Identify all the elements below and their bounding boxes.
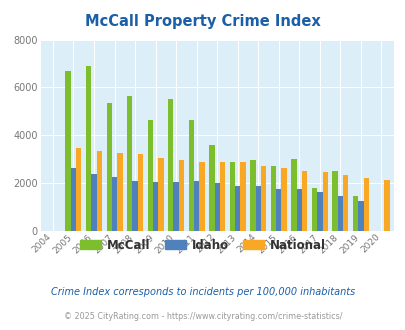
Bar: [270, 166, 275, 231]
Bar: [214, 183, 220, 231]
Bar: [220, 162, 225, 231]
Bar: [132, 181, 137, 231]
Bar: [291, 159, 296, 231]
Bar: [281, 168, 286, 231]
Bar: [153, 182, 158, 231]
Bar: [91, 174, 96, 231]
Bar: [173, 182, 178, 231]
Bar: [342, 175, 347, 231]
Bar: [301, 171, 307, 231]
Bar: [249, 160, 255, 231]
Bar: [76, 148, 81, 231]
Bar: [70, 168, 76, 231]
Bar: [255, 185, 260, 231]
Bar: [234, 185, 240, 231]
Bar: [65, 71, 70, 231]
Bar: [240, 162, 245, 231]
Bar: [147, 120, 153, 231]
Bar: [357, 201, 363, 231]
Bar: [332, 171, 337, 231]
Bar: [260, 166, 266, 231]
Bar: [383, 180, 388, 231]
Bar: [86, 66, 91, 231]
Bar: [106, 103, 112, 231]
Bar: [363, 178, 368, 231]
Text: © 2025 CityRating.com - https://www.cityrating.com/crime-statistics/: © 2025 CityRating.com - https://www.city…: [64, 312, 341, 321]
Bar: [127, 96, 132, 231]
Bar: [275, 189, 281, 231]
Bar: [117, 153, 122, 231]
Bar: [337, 196, 342, 231]
Bar: [188, 120, 194, 231]
Bar: [137, 154, 143, 231]
Bar: [199, 162, 204, 231]
Bar: [209, 145, 214, 231]
Bar: [112, 177, 117, 231]
Bar: [316, 191, 322, 231]
Text: Crime Index corresponds to incidents per 100,000 inhabitants: Crime Index corresponds to incidents per…: [51, 287, 354, 297]
Bar: [158, 158, 163, 231]
Bar: [96, 151, 102, 231]
Text: McCall Property Crime Index: McCall Property Crime Index: [85, 14, 320, 29]
Bar: [194, 181, 199, 231]
Bar: [311, 188, 316, 231]
Bar: [229, 162, 234, 231]
Bar: [322, 172, 327, 231]
Bar: [178, 160, 184, 231]
Bar: [296, 189, 301, 231]
Bar: [352, 196, 357, 231]
Bar: [168, 99, 173, 231]
Legend: McCall, Idaho, National: McCall, Idaho, National: [75, 234, 330, 256]
